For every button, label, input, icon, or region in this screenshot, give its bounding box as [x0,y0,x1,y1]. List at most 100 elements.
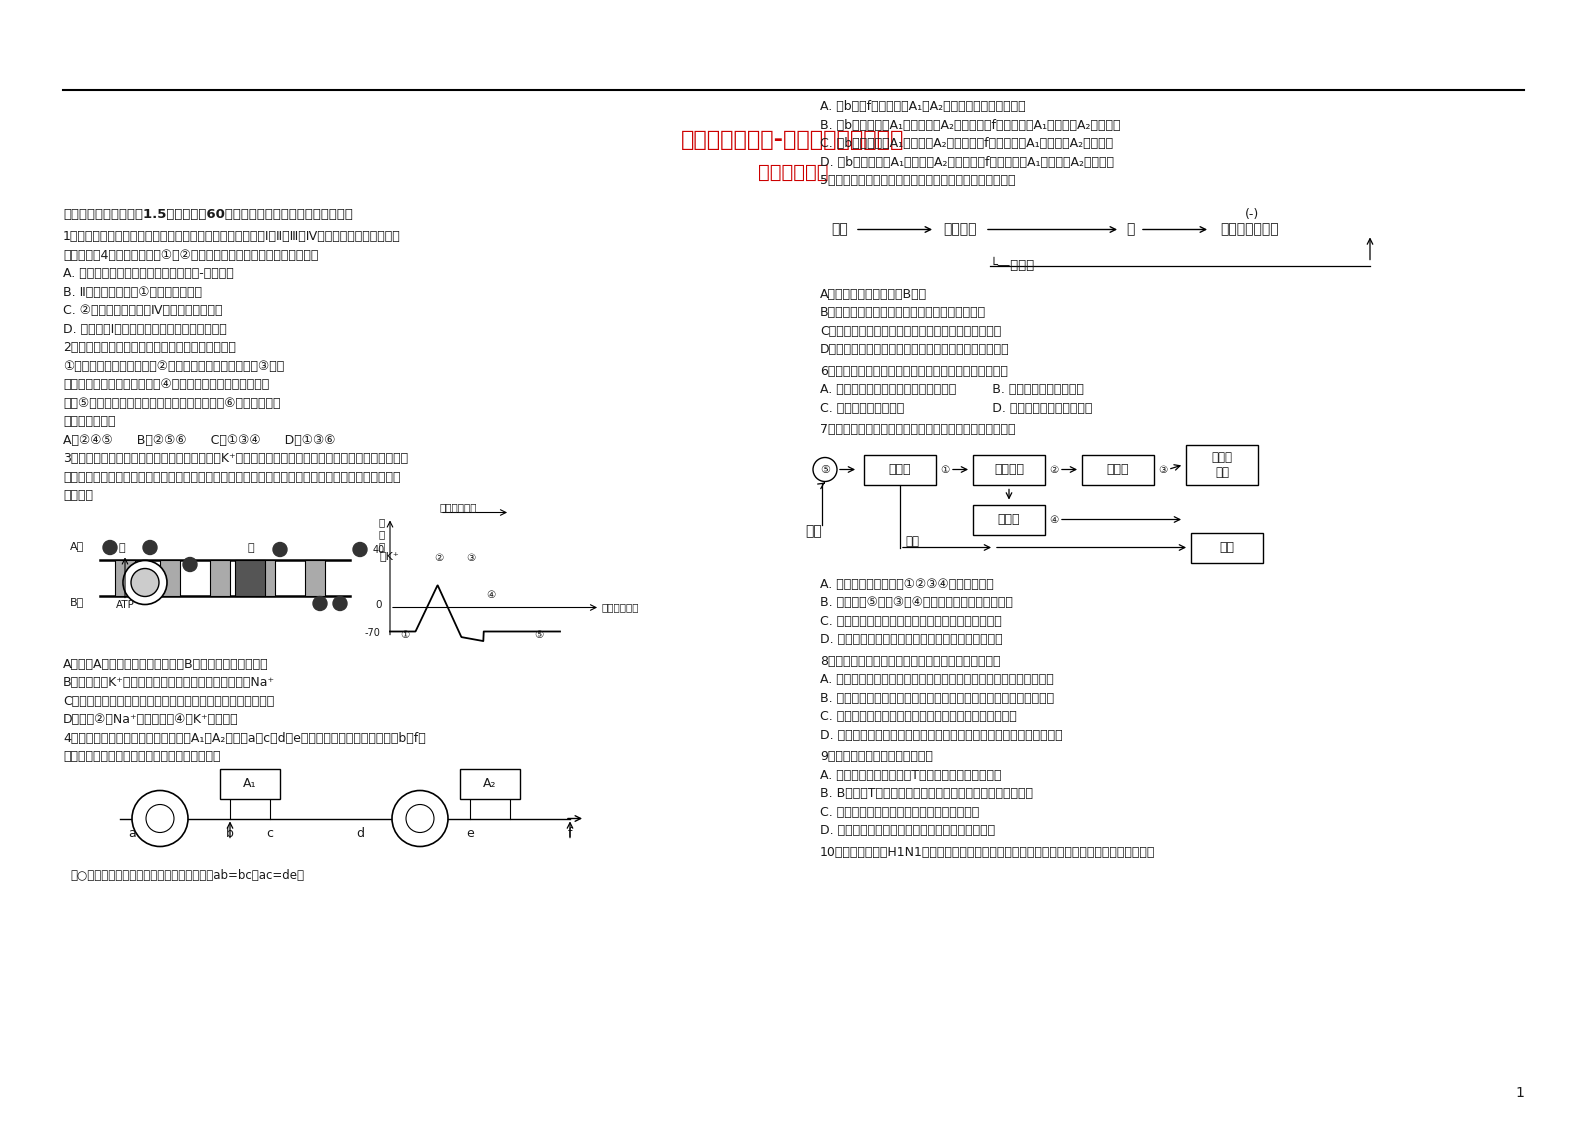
Text: 1．下图表示人体细胞与外界环境之间进行物质交换的过程。Ⅰ、Ⅱ、Ⅲ、Ⅳ表示能直接与内环境进行: 1．下图表示人体细胞与外界环境之间进行物质交换的过程。Ⅰ、Ⅱ、Ⅲ、Ⅳ表示能直接与… [63,230,402,243]
Text: C．当胰岛素分泌过多时，可抑制垂体和下丘脑的活动: C．当胰岛素分泌过多时，可抑制垂体和下丘脑的活动 [820,324,1001,338]
Text: A. 抗利尿激素、促甲状腺激素释放激素         B. 胰高血糖素、胰蛋白酶: A. 抗利尿激素、促甲状腺激素释放激素 B. 胰高血糖素、胰蛋白酶 [820,383,1084,396]
Text: 3．以下左图表示神经纤维在静息和兴奋状态下K⁺跨膜运输的过程，其中甲为某种载体蛋白，乙为通道: 3．以下左图表示神经纤维在静息和兴奋状态下K⁺跨膜运输的过程，其中甲为某种载体蛋… [63,452,408,465]
Circle shape [313,597,327,610]
Text: ⑤: ⑤ [820,465,830,475]
Text: 血糖升高: 血糖升高 [943,222,976,237]
Text: 0: 0 [376,599,382,609]
Text: b: b [225,827,233,839]
Text: D. 人体对体温调节时骨骼肌的活动也受传出神经支配: D. 人体对体温调节时骨骼肌的活动也受传出神经支配 [820,633,1003,646]
Text: -70: -70 [363,627,379,637]
FancyBboxPatch shape [221,769,279,799]
Circle shape [124,561,167,605]
Text: 40: 40 [373,544,386,554]
Text: 道中的消化分解: 道中的消化分解 [63,415,116,427]
Text: 酸氧化分解成二氧化碳和水；④神经递质和突触后膜受体的作: 酸氧化分解成二氧化碳和水；④神经递质和突触后膜受体的作 [63,378,270,390]
Text: D．右图②处Na⁺通道开放；④处K⁺通道开放: D．右图②处Na⁺通道开放；④处K⁺通道开放 [63,712,238,726]
Text: A．图中甲表示的是胰岛B细胞: A．图中甲表示的是胰岛B细胞 [820,287,927,301]
Circle shape [143,541,157,554]
Text: A. 当受到寒冷刺激时，①②③④过程均会加强: A. 当受到寒冷刺激时，①②③④过程均会加强 [820,578,993,590]
Text: 高二生物试题: 高二生物试题 [757,163,828,182]
Text: A₁: A₁ [243,778,257,790]
Text: 正确的是: 正确的是 [63,489,94,502]
Text: ④: ④ [1049,515,1059,524]
Text: C. 在b点刺激时，A₁不偏转，A₂偏转一次；f点刺激时，A₁不偏转，A₂偏转一次: C. 在b点刺激时，A₁不偏转，A₂偏转一次；f点刺激时，A₁不偏转，A₂偏转一… [820,137,1112,150]
Text: 物质交换的4种器官或系统。①、②是有关的生理过程。下列说法正确的是: 物质交换的4种器官或系统。①、②是有关的生理过程。下列说法正确的是 [63,248,319,261]
Text: 甲: 甲 [1125,222,1135,237]
Text: 肾上腺: 肾上腺 [998,513,1020,526]
Text: 5．如图是胰岛素调节血糖含量的模型，相关叙述错误的是: 5．如图是胰岛素调节血糖含量的模型，相关叙述错误的是 [820,174,1016,187]
Circle shape [183,558,197,571]
Text: 2．下列过程，不发生在内环境中的生理生化反应是: 2．下列过程，不发生在内环境中的生理生化反应是 [63,341,236,355]
Text: C. 垂体分泌的促甲状腺激素，通过体液定向运送到甲状腺: C. 垂体分泌的促甲状腺激素，通过体液定向运送到甲状腺 [820,710,1017,723]
Text: ATP: ATP [116,599,135,609]
Text: 为K⁺: 为K⁺ [379,552,400,561]
Text: （○代表神经元细胞体，＜代表神经末梢，且ab=bc、ac=de）: （○代表神经元细胞体，＜代表神经末梢，且ab=bc、ac=de） [70,868,305,882]
Circle shape [132,569,159,597]
Circle shape [813,458,836,481]
Text: e: e [467,827,475,839]
Text: A. 人体维持稳态的主要调节机制是神经-体液调节: A. 人体维持稳态的主要调节机制是神经-体液调节 [63,267,233,280]
Text: D. 在b点刺激时，A₁不偏转，A₂偏转两次；f点刺激时，A₁不偏转，A₂偏转一次: D. 在b点刺激时，A₁不偏转，A₂偏转两次；f点刺激时，A₁不偏转，A₂偏转一… [820,156,1114,168]
Text: ⑤: ⑤ [533,629,543,640]
Text: 点给予适宜强度的刺激，则电流计的偏转情况为: 点给予适宜强度的刺激，则电流计的偏转情况为 [63,749,221,763]
FancyBboxPatch shape [460,769,521,799]
FancyBboxPatch shape [1190,533,1263,562]
Text: ④: ④ [486,589,495,599]
Text: B．胰岛素作用的结果反过来会影响胰岛素的分泌: B．胰岛素作用的结果反过来会影响胰岛素的分泌 [820,306,986,319]
Text: A．②④⑤      B．②⑤⑥      C．①③④      D．①③⑥: A．②④⑤ B．②⑤⑥ C．①③④ D．①③⑥ [63,433,335,447]
Circle shape [146,804,175,833]
Text: 甲: 甲 [119,543,125,553]
Text: D. 内环境与Ⅰ交换气体只须通过肺泡壁即可完成: D. 内环境与Ⅰ交换气体只须通过肺泡壁即可完成 [63,322,227,335]
Text: ③: ③ [467,552,475,562]
Circle shape [273,543,287,557]
Text: f: f [568,827,573,839]
Circle shape [132,791,187,846]
Text: B．左图运输K⁺的载体蛋白甲和通道蛋白乙也都能运输Na⁺: B．左图运输K⁺的载体蛋白甲和通道蛋白乙也都能运输Na⁺ [63,675,275,689]
Text: 兴奋传导方向: 兴奋传导方向 [440,503,478,513]
Text: A₂: A₂ [484,778,497,790]
Text: B侧: B侧 [70,598,84,607]
Text: 10．下图表示甲型H1N1流感病毒在人体细胞中的一些变化以及相关反应。有关叙述不正确的是: 10．下图表示甲型H1N1流感病毒在人体细胞中的一些变化以及相关反应。有关叙述不… [820,846,1155,858]
Circle shape [392,791,448,846]
Text: 饮食: 饮食 [832,222,849,237]
Text: └—下丘脑: └—下丘脑 [990,258,1035,272]
Text: A. 胰岛素和胰高血糖素的分泌主要受血糖浓度的调节，也受神经调节: A. 胰岛素和胰高血糖素的分泌主要受血糖浓度的调节，也受神经调节 [820,673,1054,686]
Text: D. 饮水不足会引起垂体释放抗利尿激素，促进肾小管和集合管重吸收水: D. 饮水不足会引起垂体释放抗利尿激素，促进肾小管和集合管重吸收水 [820,728,1063,742]
FancyBboxPatch shape [209,560,230,596]
Text: a: a [129,827,136,839]
FancyBboxPatch shape [973,454,1044,485]
Text: ①: ① [400,629,409,640]
Text: 西安市第一中学-学第一学期期末考试: 西安市第一中学-学第一学期期末考试 [681,130,905,150]
FancyBboxPatch shape [114,560,135,596]
Text: 8．下列关于人体内环境稳态与调节的叙述，错误的是: 8．下列关于人体内环境稳态与调节的叙述，错误的是 [820,654,1000,668]
Text: A. 人可通过浆细胞和效应T细胞产生抗体消灭病原体: A. 人可通过浆细胞和效应T细胞产生抗体消灭病原体 [820,769,1001,782]
Text: B. Ⅱ内的葡萄糖通过①进入血浆和淋巴: B. Ⅱ内的葡萄糖通过①进入血浆和淋巴 [63,285,202,298]
Text: ①: ① [940,465,949,475]
Text: B. 人体遇冷时，立毛肌会收缩，骨骼肌也会不自主颤栗从而增加产热: B. 人体遇冷时，立毛肌会收缩，骨骼肌也会不自主颤栗从而增加产热 [820,691,1054,705]
FancyBboxPatch shape [1185,444,1258,485]
Text: 蛋白，该通道蛋白是横跨细胞膜的亲水性通道。右图表示兴奋在神经纤维上的传导过程。下列有关分析: 蛋白，该通道蛋白是横跨细胞膜的亲水性通道。右图表示兴奋在神经纤维上的传导过程。下… [63,470,400,484]
FancyBboxPatch shape [235,560,265,596]
FancyBboxPatch shape [863,454,936,485]
Text: A. 在b点与f点刺激时，A₁、A₂各偏转两次，且方向相反: A. 在b点与f点刺激时，A₁、A₂各偏转两次，且方向相反 [820,100,1025,113]
Text: C．右图兴奋传导过程中，动作电位随着传导距离的增加而衰减: C．右图兴奋传导过程中，动作电位随着传导距离的增加而衰减 [63,695,275,708]
Text: D. 体液免疫中，浆细胞与靶细胞接触使其裂解死亡: D. 体液免疫中，浆细胞与靶细胞接触使其裂解死亡 [820,824,995,837]
Text: 距刺激点距离: 距刺激点距离 [601,603,640,613]
Circle shape [406,804,433,833]
Text: 胰岛素分泌增加: 胰岛素分泌增加 [1220,222,1279,237]
Text: 一、选择题：（每小题1.5分，本题共60分，每题只有一个选项最符合题意）: 一、选择题：（每小题1.5分，本题共60分，每题只有一个选项最符合题意） [63,208,352,221]
Text: C. 由图可知人体对体温的调节主要是体液调节的结果: C. 由图可知人体对体温的调节主要是体液调节的结果 [820,615,1001,627]
Text: B. B细胞、T细胞、吞噬细胞都是对抗原有特异性识别的细胞: B. B细胞、T细胞、吞噬细胞都是对抗原有特异性识别的细胞 [820,787,1033,800]
FancyBboxPatch shape [305,560,325,596]
Text: 神经: 神经 [905,534,919,548]
Circle shape [333,597,348,610]
Text: 皮肤: 皮肤 [1219,541,1235,554]
Circle shape [103,541,117,554]
Text: 乙: 乙 [248,543,254,553]
Text: C. 在特异性免疫反应过程中都能产生记忆细胞: C. 在特异性免疫反应过程中都能产生记忆细胞 [820,806,979,819]
Text: 1: 1 [1516,1086,1524,1100]
Text: 7．如图是人体对体温调节的示意图，下列叙述不正确的是: 7．如图是人体对体温调节的示意图，下列叙述不正确的是 [820,423,1016,436]
Text: 4．如图为神经元结构模式图，电流计A₁和A₂的两极a、c、d、e分别接在神经纤维外膜上，在b、f两: 4．如图为神经元结构模式图，电流计A₁和A₂的两极a、c、d、e分别接在神经纤维… [63,732,425,745]
Text: C. ②表示重吸收作用，Ⅳ表示的器官是皮肤: C. ②表示重吸收作用，Ⅳ表示的器官是皮肤 [63,304,222,318]
Text: 6．下列选项中不可以在人体内同一腺体中合成的物质是: 6．下列选项中不可以在人体内同一腺体中合成的物质是 [820,365,1008,377]
